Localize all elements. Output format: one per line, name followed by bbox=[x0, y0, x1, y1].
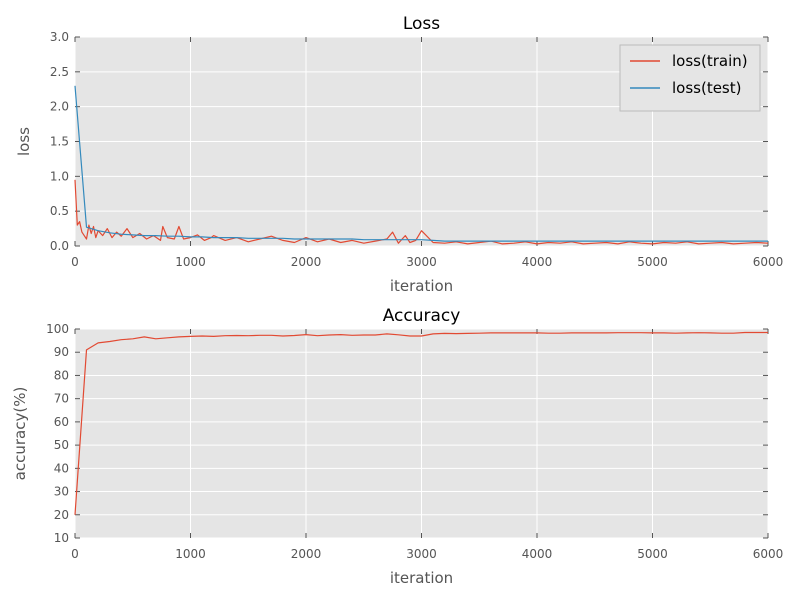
y-tick-label: 30 bbox=[54, 485, 69, 499]
x-tick-label: 0 bbox=[71, 255, 79, 269]
x-tick-label: 2000 bbox=[291, 255, 322, 269]
y-tick-label: 90 bbox=[54, 345, 69, 359]
y-axis-label: loss bbox=[15, 127, 33, 156]
legend-box bbox=[619, 44, 761, 112]
x-tick-label: 6000 bbox=[753, 255, 784, 269]
x-tick-label: 5000 bbox=[637, 255, 668, 269]
y-tick-label: 0.5 bbox=[50, 204, 69, 218]
x-tick-label: 4000 bbox=[522, 547, 553, 561]
x-tick-label: 6000 bbox=[753, 547, 784, 561]
y-tick-label: 20 bbox=[54, 508, 69, 522]
chart-title: Accuracy bbox=[383, 306, 461, 326]
chart-panel-1: 0 1000 2000 3000 4000 5000 6000 10 20 30 40 50 60 70 8… bbox=[11, 306, 783, 587]
legend-label: loss(test) bbox=[672, 79, 742, 97]
y-tick-label: 60 bbox=[54, 415, 69, 429]
y-tick-label: 100 bbox=[46, 322, 69, 336]
y-tick-label: 1.0 bbox=[50, 169, 69, 183]
y-axis-label: accuracy(%) bbox=[11, 387, 29, 481]
x-tick-label: 0 bbox=[71, 547, 79, 561]
y-tick-label: 50 bbox=[54, 438, 69, 452]
y-tick-label: 1.5 bbox=[50, 135, 69, 149]
y-tick-label: 2.0 bbox=[50, 100, 69, 114]
x-axis-label: iteration bbox=[390, 277, 453, 295]
x-tick-label: 3000 bbox=[406, 547, 437, 561]
x-tick-label: 2000 bbox=[291, 547, 322, 561]
x-axis-label: iteration bbox=[390, 569, 453, 587]
y-tick-label: 80 bbox=[54, 368, 69, 382]
series-line-accuracy bbox=[74, 331, 768, 515]
chart-panel-0: 0 1000 2000 3000 4000 5000 6000 0.0 0.5 1.0 1.5 2.0… bbox=[15, 14, 783, 295]
legend-label: loss(train) bbox=[672, 52, 748, 70]
x-tick-label: 5000 bbox=[637, 547, 668, 561]
legend: loss(train) loss(test) bbox=[619, 44, 761, 112]
series-line-loss-test- bbox=[74, 85, 768, 242]
x-tick-label: 1000 bbox=[175, 255, 206, 269]
y-tick-label: 2.5 bbox=[50, 65, 69, 79]
chart-title: Loss bbox=[403, 14, 440, 34]
x-tick-label: 1000 bbox=[175, 547, 206, 561]
y-tick-label: 70 bbox=[54, 392, 69, 406]
x-tick-label: 3000 bbox=[406, 255, 437, 269]
x-tick-label: 4000 bbox=[522, 255, 553, 269]
y-tick-label: 40 bbox=[54, 461, 69, 475]
y-tick-label: 3.0 bbox=[50, 30, 69, 44]
y-tick-label: 10 bbox=[54, 531, 69, 545]
y-tick-label: 0.0 bbox=[50, 239, 69, 253]
